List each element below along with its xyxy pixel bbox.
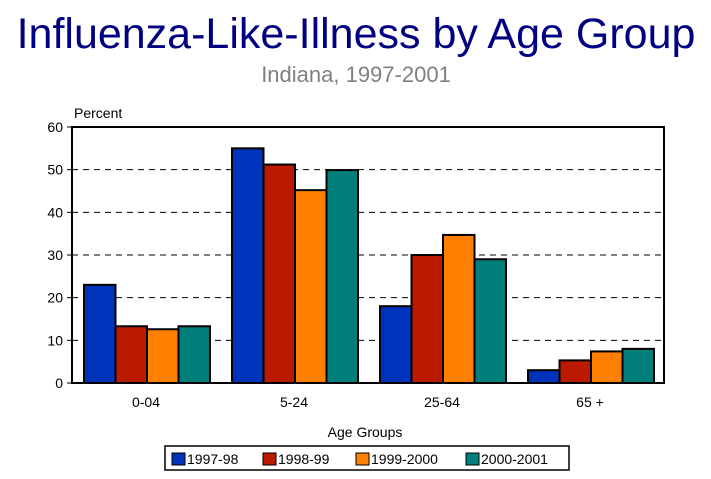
x-tick-label: 65 + — [576, 394, 604, 410]
bar-1997-98-5-24 — [231, 147, 265, 384]
legend-swatch — [465, 452, 480, 466]
x-axis-label: Age Groups — [328, 424, 403, 440]
bar-1999-2000-65 + — [590, 350, 624, 384]
legend-label: 1999-2000 — [371, 451, 438, 467]
bar-2000-2001-65 + — [621, 347, 655, 385]
bar-2000-2001-0-04 — [177, 325, 211, 384]
bar-1997-98-25-64 — [379, 305, 413, 385]
y-tick-label: 10 — [47, 332, 63, 348]
legend-swatch — [171, 452, 186, 466]
bar-1999-2000-25-64 — [442, 233, 476, 384]
legend-label: 1998-99 — [278, 451, 330, 467]
bar-1997-98-0-04 — [83, 283, 117, 384]
y-tick-label: 60 — [47, 119, 63, 135]
chart-title: Influenza-Like-Illness by Age Group — [17, 10, 696, 58]
y-tick-label: 20 — [47, 290, 63, 306]
legend-swatch — [262, 452, 277, 466]
y-tick-label: 0 — [55, 375, 63, 391]
bar-2000-2001-5-24 — [325, 169, 359, 384]
y-tick-label: 50 — [47, 162, 63, 178]
bar-1998-99-0-04 — [114, 325, 148, 384]
x-tick-label: 0-04 — [132, 394, 160, 410]
legend: 1997-98 1998-99 1999-2000 2000-2001 — [164, 445, 570, 471]
legend-label: 1997-98 — [187, 451, 239, 467]
bar-1998-99-65 + — [558, 359, 592, 384]
chart-subtitle: Indiana, 1997-2001 — [261, 62, 451, 87]
legend-label: 2000-2001 — [481, 451, 548, 467]
x-tick-label: 5-24 — [280, 394, 308, 410]
legend-swatch — [355, 452, 370, 466]
bar-1998-99-5-24 — [262, 163, 296, 384]
bar-1999-2000-5-24 — [294, 189, 328, 384]
bar-1998-99-25-64 — [410, 254, 444, 384]
x-tick-label: 25-64 — [424, 394, 460, 410]
bar-1999-2000-0-04 — [146, 328, 180, 384]
bar-2000-2001-25-64 — [473, 258, 507, 384]
y-axis-label: Percent — [74, 105, 122, 121]
y-tick-label: 30 — [47, 247, 63, 263]
bar-1997-98-65 + — [527, 369, 561, 385]
y-tick-label: 40 — [47, 204, 63, 220]
